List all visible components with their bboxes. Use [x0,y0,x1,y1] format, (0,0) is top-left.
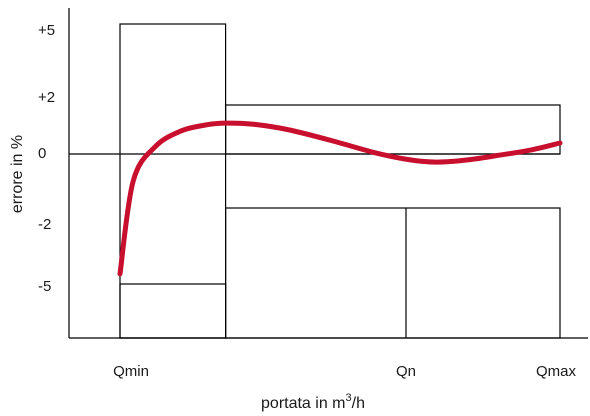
x-axis-label: portata in m3/h [261,392,365,412]
x-axis-label-tail: /h [352,395,365,412]
x-axis-label-main: portata in m [261,395,345,412]
y-tick-labels: +5 +2 0 -2 -5 [38,22,55,295]
tolerance-envelope [119,23,561,339]
lower-tolerance-box-low-range [119,283,227,339]
upper-tolerance-box-low-range [119,23,227,339]
y-tick-label: -2 [38,216,51,233]
x-tick-label: Qmin [113,363,149,380]
y-tick-label: +2 [38,89,55,106]
x-tick-labels: Qmin Qn Qmax [113,363,576,380]
x-tick-label: Qn [396,363,416,380]
lower-tolerance-box-high-range [225,207,561,339]
y-tick-label: 0 [38,145,46,162]
y-axis-label: errore in % [9,135,26,213]
y-tick-label: -5 [38,278,51,295]
axes [68,8,588,339]
x-axis-label-superscript: 3 [346,392,352,404]
x-tick-label: Qmax [536,363,577,380]
y-tick-label: +5 [38,22,55,39]
error-curve [117,120,563,277]
